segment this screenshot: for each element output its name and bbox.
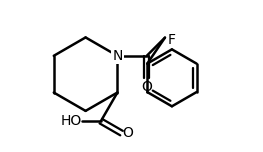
Text: O: O [123, 126, 133, 140]
Text: O: O [141, 80, 152, 94]
Text: F: F [168, 33, 176, 47]
Text: HO: HO [60, 114, 82, 128]
Text: N: N [112, 49, 123, 63]
